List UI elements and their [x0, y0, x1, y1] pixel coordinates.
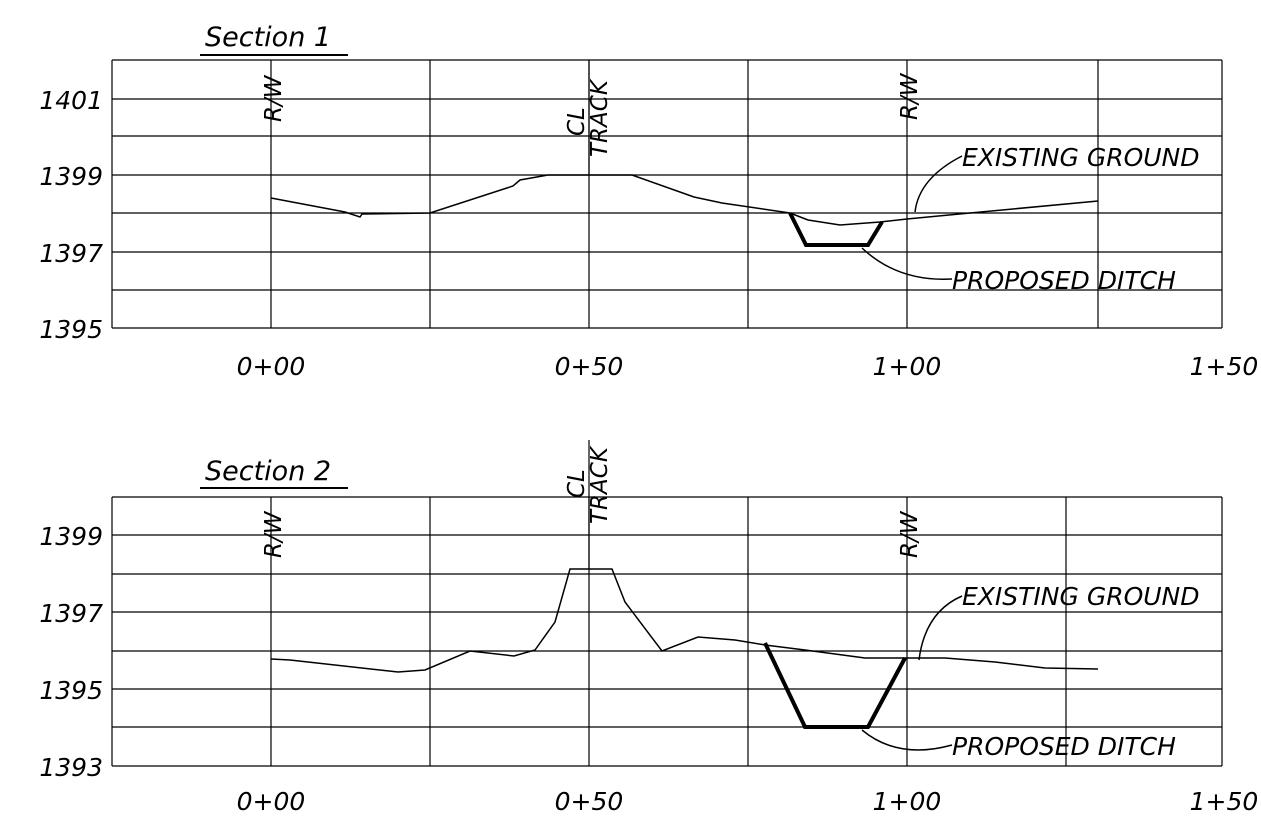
- section-2-title: Section 2: [205, 456, 331, 487]
- section-1-ditch-leader: [861, 247, 953, 280]
- x-tick-label: 1+50: [1190, 787, 1259, 816]
- x-tick-label: 0+00: [237, 352, 306, 381]
- x-tick-label: 0+50: [555, 787, 624, 816]
- section-2-x-axis: 0+00 0+50 1+00 1+50: [237, 787, 1259, 816]
- section-2-grid: [111, 496, 1223, 767]
- y-tick-label: 1397: [39, 239, 103, 268]
- section-1-proposed-ditch: [788, 212, 884, 247]
- row-left-label: R/W: [261, 510, 287, 558]
- cl-label: CL: [564, 469, 590, 498]
- x-tick-label: 1+00: [873, 787, 942, 816]
- track-label: TRACK: [587, 78, 613, 157]
- section-1-existing-ground: [270, 174, 1099, 226]
- section-1-title: Section 1: [205, 22, 331, 53]
- y-tick-label: 1395: [39, 315, 103, 344]
- x-tick-label: 1+50: [1190, 352, 1259, 381]
- section-1-grid: [111, 59, 1223, 329]
- x-tick-label: 1+00: [873, 352, 942, 381]
- y-tick-label: 1393: [39, 753, 103, 782]
- section-1-x-axis: 0+00 0+50 1+00 1+50: [237, 352, 1259, 381]
- section-2-ditch-leader: [861, 729, 953, 751]
- section-2-existing-leader: [918, 595, 963, 661]
- section-1-existing-leader: [914, 155, 963, 213]
- proposed-ditch-label: PROPOSED DITCH: [952, 266, 1176, 295]
- x-tick-label: 0+00: [237, 787, 306, 816]
- y-tick-label: 1395: [39, 676, 103, 705]
- cl-label: CL: [564, 107, 590, 136]
- proposed-ditch-label: PROPOSED DITCH: [952, 732, 1176, 761]
- track-label: TRACK: [587, 445, 613, 524]
- section-1-y-axis: 1401 1399 1397 1395: [39, 86, 103, 344]
- section-2-proposed-ditch: [763, 642, 907, 729]
- row-left-label: R/W: [261, 74, 287, 122]
- y-tick-label: 1397: [39, 599, 103, 628]
- section-2-y-axis: 1399 1397 1395 1393: [39, 522, 103, 782]
- existing-ground-label: EXISTING GROUND: [962, 582, 1200, 611]
- section-2-existing-ground: [270, 568, 1099, 673]
- y-tick-label: 1399: [39, 162, 103, 191]
- y-tick-label: 1401: [39, 86, 103, 115]
- row-right-label: R/W: [897, 510, 923, 558]
- row-right-label: R/W: [897, 72, 923, 120]
- y-tick-label: 1399: [39, 522, 103, 551]
- x-tick-label: 0+50: [555, 352, 624, 381]
- section-1: Section 1 1401 1399 1397 1395: [39, 22, 1258, 381]
- section-2: Section 2 1399 1397 1395 1393: [39, 440, 1258, 816]
- existing-ground-label: EXISTING GROUND: [962, 143, 1200, 172]
